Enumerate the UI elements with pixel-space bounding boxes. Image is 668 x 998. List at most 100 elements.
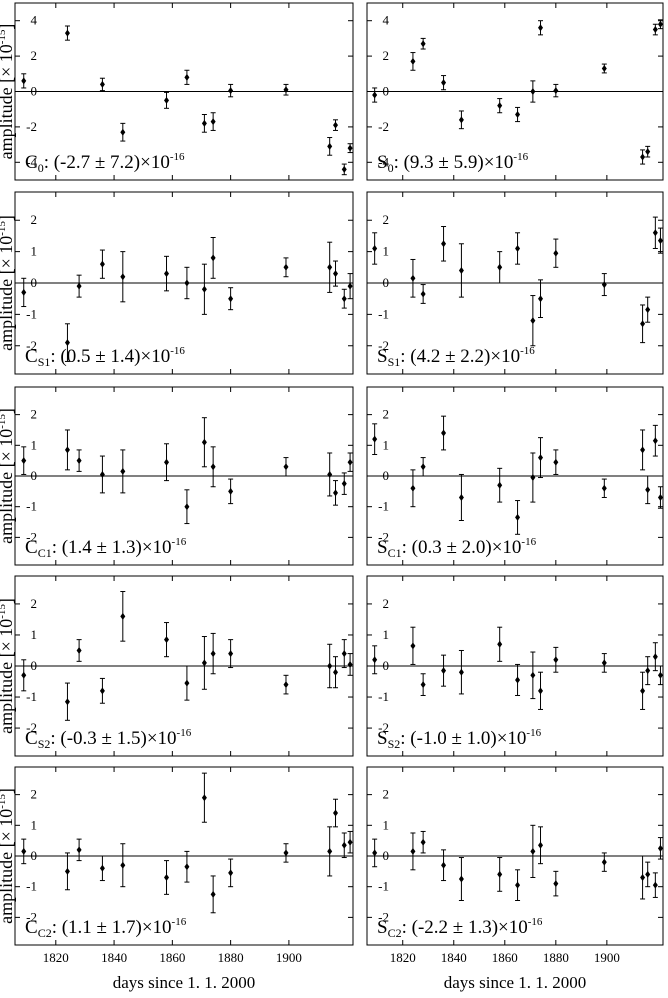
y-tick-label: 0 — [31, 275, 38, 290]
marker — [120, 273, 126, 281]
y-tick-label: -1 — [378, 689, 389, 704]
marker — [201, 794, 207, 802]
marker — [64, 867, 70, 875]
data-point — [530, 651, 536, 700]
panel-label: SC2: (-2.2 ± 1.3)×10-16 — [377, 916, 543, 940]
panel-label-exp: -16 — [528, 916, 543, 928]
panel-label-exp: -16 — [520, 345, 535, 357]
marker — [99, 80, 105, 88]
data-point — [515, 869, 521, 901]
data-point — [120, 122, 126, 142]
panel-label-exp: -16 — [170, 151, 185, 163]
marker — [228, 869, 234, 877]
data-point — [601, 478, 607, 498]
panel-label-exp: -16 — [172, 536, 187, 548]
data-point — [164, 443, 170, 482]
y-axis-label-exp: -15 — [0, 604, 8, 619]
data-point — [538, 279, 544, 319]
marker — [21, 457, 27, 465]
data-point — [164, 860, 170, 895]
y-axis-label-close: ] — [0, 788, 16, 794]
marker — [441, 429, 447, 437]
data-point — [640, 671, 646, 710]
marker — [372, 435, 378, 443]
marker — [76, 846, 82, 854]
panel-label-text: : (1.4 ± 1.3)×10 — [52, 537, 172, 558]
marker — [210, 890, 216, 898]
y-tick-label: -1 — [26, 689, 37, 704]
data-point — [210, 632, 216, 675]
data-point — [333, 656, 339, 689]
marker — [601, 484, 607, 492]
data-point — [420, 830, 426, 854]
data-point — [341, 163, 347, 176]
marker — [184, 279, 190, 287]
panel-label: S0: (9.3 ± 5.9)×10-16 — [377, 151, 529, 175]
data-point — [497, 626, 503, 662]
data-point — [347, 653, 353, 676]
marker — [410, 847, 416, 855]
marker — [120, 861, 126, 869]
y-axis-label-text: amplitude [× 10 — [0, 809, 16, 924]
panel-label-sub: C1 — [38, 546, 52, 560]
data-point — [64, 25, 70, 41]
y-axis-label: amplitude [× 10-15] — [0, 215, 16, 351]
panel-SS1: -2 -1 0 1 2 SS1: (4.2 ± 2.2)×10-16 — [366, 191, 664, 375]
marker — [553, 458, 559, 466]
data-point — [538, 826, 544, 865]
y-tick-label: -2 — [378, 119, 389, 134]
y-axis-label-close: ] — [0, 408, 16, 414]
data-point — [497, 467, 503, 503]
y-tick-label: 0 — [31, 658, 38, 673]
data-point — [441, 415, 447, 451]
marker — [410, 57, 416, 65]
data-point — [327, 241, 333, 293]
data-point — [120, 251, 126, 303]
marker — [652, 26, 658, 34]
marker — [640, 446, 646, 454]
marker — [372, 849, 378, 857]
panel-label: CS1: (0.5 ± 1.4)×10-16 — [25, 345, 185, 369]
data-point — [99, 77, 105, 92]
marker — [99, 260, 105, 268]
marker — [64, 339, 70, 347]
data-point — [21, 838, 27, 865]
marker — [341, 650, 347, 658]
panel-label-main: C — [25, 728, 38, 749]
data-point — [652, 642, 658, 672]
y-tick-label: -2 — [26, 909, 37, 924]
panel-label-sub: 0 — [38, 161, 44, 175]
marker — [497, 640, 503, 648]
data-point — [441, 849, 447, 882]
marker — [201, 438, 207, 446]
data-point — [640, 855, 646, 900]
marker — [228, 295, 234, 303]
y-axis-label: amplitude [× 10-15] — [0, 788, 16, 924]
y-tick-label: -1 — [378, 499, 389, 514]
marker — [283, 263, 289, 271]
data-point — [530, 80, 536, 103]
data-point — [76, 838, 82, 862]
data-point — [645, 296, 651, 323]
panel-label: C0: (-2.7 ± 7.2)×10-16 — [25, 151, 185, 175]
data-point — [497, 251, 503, 284]
data-point — [184, 850, 190, 883]
marker — [164, 873, 170, 881]
marker — [420, 838, 426, 846]
x-tick-label: 1820 — [390, 950, 416, 965]
marker — [652, 653, 658, 661]
data-point — [64, 852, 70, 891]
data-point — [410, 626, 416, 665]
y-tick-label: 1 — [383, 437, 390, 452]
data-point — [64, 429, 70, 471]
y-tick-label: 1 — [31, 627, 38, 642]
data-point — [553, 238, 559, 268]
marker — [497, 481, 503, 489]
y-tick-label: -2 — [26, 338, 37, 353]
marker — [228, 487, 234, 495]
data-point — [333, 119, 339, 131]
marker — [538, 841, 544, 849]
marker — [515, 111, 521, 119]
data-point — [76, 639, 82, 662]
